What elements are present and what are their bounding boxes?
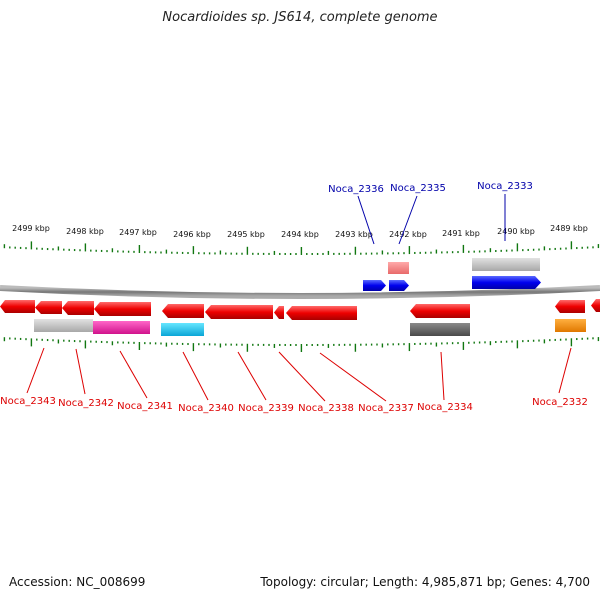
gene-label-noca-2340[interactable]: Noca_2340 bbox=[178, 403, 234, 414]
cog-box-cyan bbox=[161, 323, 204, 336]
gene-label-leader-line bbox=[237, 351, 267, 401]
gene-label-leader-line bbox=[558, 347, 572, 394]
gene-label-leader-line bbox=[75, 348, 86, 395]
scale-label: 2494 kbp bbox=[281, 230, 319, 239]
outer-tick-ruler bbox=[3, 241, 600, 255]
scale-label: 2499 kbp bbox=[12, 224, 50, 233]
gene-arrow-red[interactable] bbox=[62, 301, 94, 315]
genome-backbone bbox=[0, 285, 600, 299]
gene-label-noca-2336[interactable]: Noca_2336 bbox=[328, 184, 384, 195]
gene-label-leader-line bbox=[278, 351, 326, 402]
gene-arrow-red[interactable] bbox=[591, 299, 600, 312]
cog-box-light-pink bbox=[388, 262, 409, 274]
figure-title: Nocardioides sp. JS614, complete genome bbox=[162, 10, 438, 25]
gene-arrow-red[interactable] bbox=[162, 304, 204, 318]
scale-label: 2493 kbp bbox=[335, 230, 373, 239]
gene-label-noca-2342[interactable]: Noca_2342 bbox=[58, 398, 114, 409]
gene-label-noca-2333[interactable]: Noca_2333 bbox=[477, 181, 533, 192]
scale-label: 2490 kbp bbox=[497, 227, 535, 236]
gene-label-leader-line bbox=[26, 347, 45, 394]
gene-label-leader-line bbox=[182, 351, 209, 401]
cog-box-light-gray bbox=[472, 258, 540, 271]
gene-label-noca-2343[interactable]: Noca_2343 bbox=[0, 396, 56, 407]
gene-arrow-red[interactable] bbox=[555, 300, 585, 313]
inner-tick-ruler bbox=[3, 337, 600, 352]
gene-label-leader-line bbox=[119, 350, 148, 399]
gene-arrow-blue[interactable] bbox=[472, 276, 541, 289]
accession-text: Accession: NC_008699 bbox=[9, 575, 146, 589]
cog-box-orange bbox=[555, 319, 586, 332]
scale-label: 2497 kbp bbox=[119, 228, 157, 237]
gene-label-noca-2332[interactable]: Noca_2332 bbox=[532, 397, 588, 408]
scale-label: 2489 kbp bbox=[550, 224, 588, 233]
gene-label-noca-2339[interactable]: Noca_2339 bbox=[238, 403, 294, 414]
gene-label-leader-line bbox=[398, 195, 418, 245]
gene-label-leader-line bbox=[319, 352, 387, 402]
gene-arrow-blue[interactable] bbox=[389, 280, 409, 291]
gene-arrow-red[interactable] bbox=[205, 305, 273, 319]
gene-arrow-red[interactable] bbox=[410, 304, 470, 318]
gene-label-leader-line bbox=[357, 195, 375, 245]
gene-arrow-red[interactable] bbox=[286, 306, 357, 320]
scale-label: 2495 kbp bbox=[227, 230, 265, 239]
gene-label-leader-line bbox=[440, 351, 445, 401]
gene-arrow-red[interactable] bbox=[274, 306, 284, 319]
gene-label-noca-2341[interactable]: Noca_2341 bbox=[117, 401, 173, 412]
scale-label: 2498 kbp bbox=[66, 227, 104, 236]
gene-arrow-red[interactable] bbox=[94, 302, 151, 316]
cog-box-magenta bbox=[93, 321, 150, 334]
cog-box-light-gray bbox=[34, 319, 93, 332]
gene-arrow-red[interactable] bbox=[0, 300, 35, 313]
topology-text: Topology: circular; Length: 4,985,871 bp… bbox=[260, 575, 590, 589]
scale-label: 2492 kbp bbox=[389, 230, 427, 239]
gene-label-noca-2335[interactable]: Noca_2335 bbox=[390, 183, 446, 194]
gene-label-noca-2337[interactable]: Noca_2337 bbox=[358, 403, 414, 414]
gene-label-noca-2338[interactable]: Noca_2338 bbox=[298, 403, 354, 414]
gene-arrow-red[interactable] bbox=[35, 301, 62, 314]
cog-box-dark-gray bbox=[410, 323, 470, 336]
gene-label-noca-2334[interactable]: Noca_2334 bbox=[417, 402, 473, 413]
scale-label: 2496 kbp bbox=[173, 230, 211, 239]
gene-arrow-blue[interactable] bbox=[363, 280, 386, 291]
scale-label: 2491 kbp bbox=[442, 229, 480, 238]
